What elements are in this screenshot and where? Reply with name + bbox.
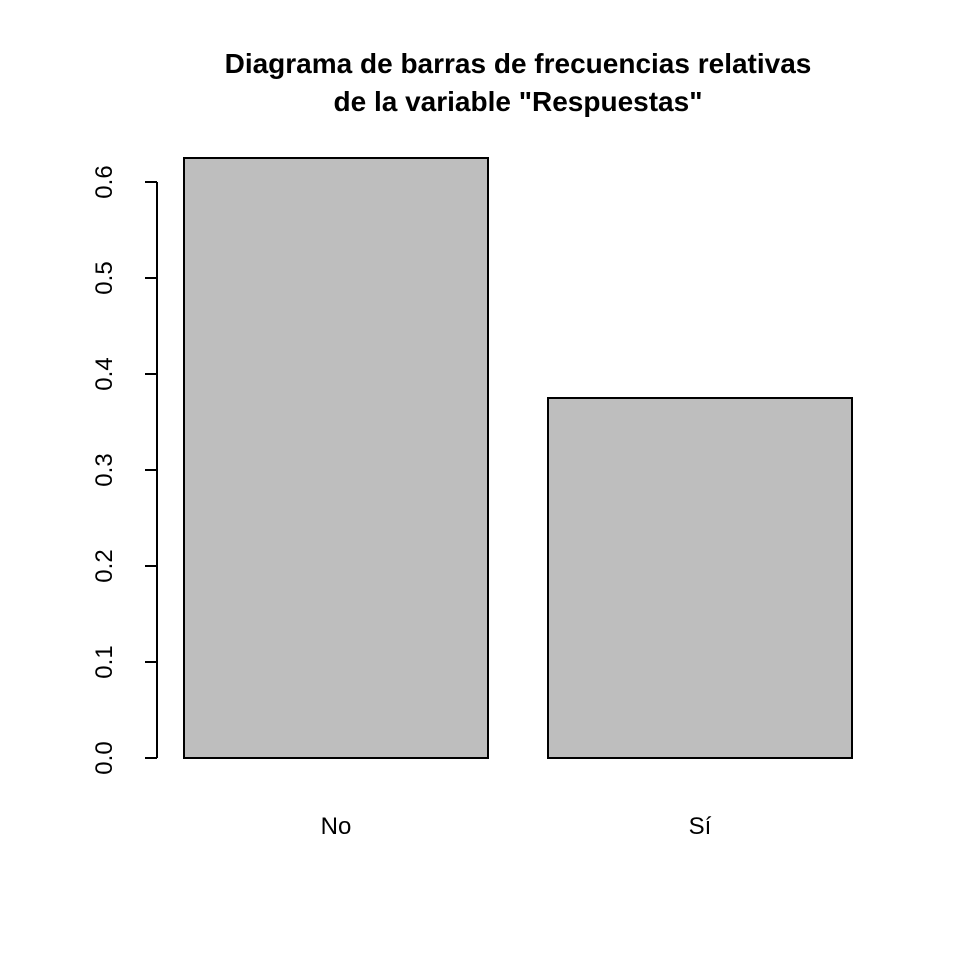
chart-title: Diagrama de barras de frecuencias relati… <box>225 48 812 79</box>
x-tick-label: No <box>321 813 352 840</box>
x-tick-label: Sí <box>689 813 712 840</box>
y-tick-label: 0.1 <box>91 645 118 678</box>
y-tick-label: 0.4 <box>91 357 118 390</box>
y-tick-label: 0.5 <box>91 261 118 294</box>
x-tick-labels: No Sí <box>321 813 712 840</box>
y-tick-label: 0.3 <box>91 453 118 486</box>
bar-no <box>183 157 489 759</box>
bar-sí <box>547 397 853 759</box>
y-tick-label: 0.0 <box>91 741 118 774</box>
y-tick-label: 0.2 <box>91 549 118 582</box>
y-axis: 0.0 0.1 0.2 0.3 0.4 0.5 0.6 <box>91 165 158 775</box>
y-tick-label: 0.6 <box>91 165 118 198</box>
bars-group <box>183 157 853 759</box>
chart-subtitle: de la variable "Respuestas" <box>334 86 703 117</box>
